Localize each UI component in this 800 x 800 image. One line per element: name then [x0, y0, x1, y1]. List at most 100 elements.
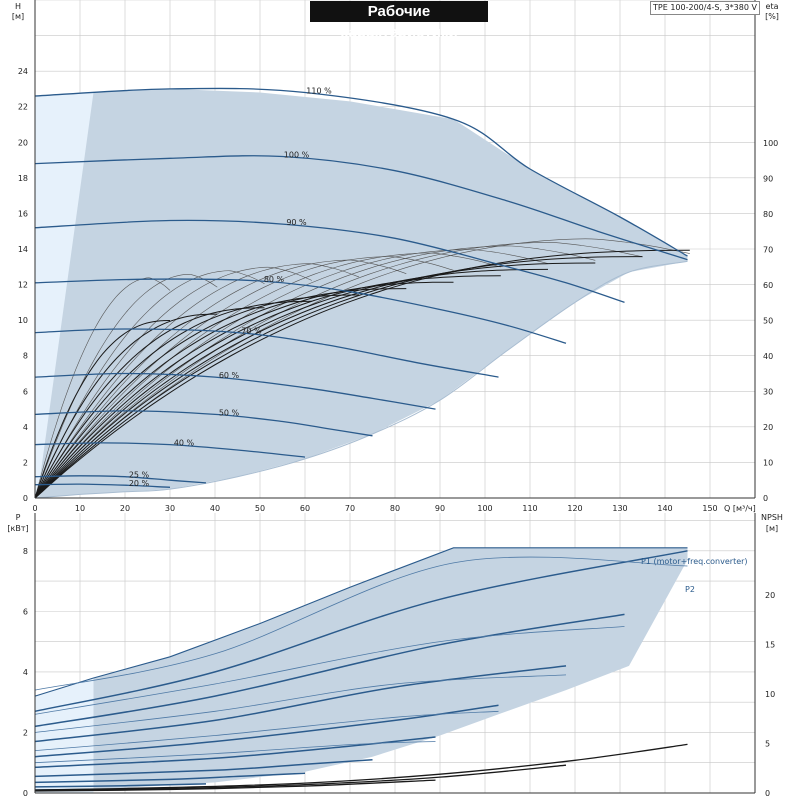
low-flow-area — [35, 92, 94, 498]
p1-curve — [34, 758, 373, 778]
p-tick-label: 2 — [23, 728, 28, 737]
eta-tick-label: 90 — [763, 175, 773, 184]
head-curve-label: 90 % — [286, 218, 307, 227]
head-curve-label: 40 % — [174, 439, 195, 448]
eta-tick-label: 10 — [763, 459, 773, 468]
y-tick-label: 20 — [18, 138, 28, 147]
x-tick-label: 30 — [165, 504, 175, 513]
head-lower-boundary — [34, 260, 688, 499]
top-left-axis-label-1: H — [15, 2, 21, 11]
head-curve — [34, 372, 436, 410]
p2-series-label: P2 — [685, 585, 695, 594]
p2-curve — [34, 556, 688, 691]
y-tick-label: 24 — [18, 67, 28, 76]
bottom-panel-power-curves — [34, 550, 688, 792]
p1-curve — [34, 736, 436, 769]
npsh-tick-label: 10 — [765, 690, 775, 699]
efficiency-curve — [34, 266, 312, 499]
power-upper-boundary — [34, 547, 688, 697]
y-tick-label: 10 — [18, 316, 28, 325]
npsh-curve — [34, 779, 436, 792]
eta-tick-label: 60 — [763, 281, 773, 290]
y-tick-label: 14 — [18, 245, 28, 254]
top-right-axis-label-2: [%] — [765, 12, 779, 21]
p2-curve — [34, 626, 625, 715]
y-tick-label: 12 — [18, 281, 28, 290]
top-panel-head-curves: 110 % 100 % 90 % 80 % 70 % 60 % 50 % 40 % 25 %20… — [34, 86, 688, 488]
head-curve — [34, 155, 688, 261]
y-tick-label: 16 — [18, 209, 28, 218]
x-tick-label: 40 — [210, 504, 220, 513]
eta-tick-label: 70 — [763, 246, 773, 255]
pump-model-label: TPE 100-200/4-S, 3*380 V — [650, 1, 760, 15]
head-curve-label: 25 % — [129, 471, 150, 480]
eta-tick-label: 20 — [763, 423, 773, 432]
p2-curve — [34, 674, 567, 733]
efficiency-curve — [34, 252, 501, 499]
bottom-right-axis-label-1: NPSH — [761, 513, 783, 522]
p1-curve — [34, 613, 625, 728]
y-tick-label: 18 — [18, 174, 28, 183]
p2-curve — [34, 741, 436, 764]
x-tick-label: 120 — [567, 504, 582, 513]
x-tick-label: 70 — [345, 504, 355, 513]
p-tick-label: 4 — [23, 668, 28, 677]
p1-series-label: P1 (motor+freq.converter) — [641, 557, 748, 566]
head-curve-label: 100 % — [284, 151, 310, 160]
x-tick-label: 60 — [300, 504, 310, 513]
bottom-left-axis-label-2: [кВт] — [7, 524, 28, 533]
head-curve-label: 20 % — [129, 479, 150, 488]
chart-title: Рабочие характеристики — [310, 1, 488, 41]
efficiency-curve — [34, 277, 171, 499]
head-curve — [34, 410, 373, 437]
y-tick-label: 2 — [23, 458, 28, 467]
y-tick-label: 8 — [23, 352, 28, 361]
y-tick-label: 4 — [23, 423, 28, 432]
x-tick-label: 90 — [435, 504, 445, 513]
head-curve-label: 50 % — [219, 408, 240, 417]
efficiency-curve — [34, 241, 643, 499]
npsh-tick-label: 0 — [765, 789, 770, 798]
eta-tick-label: 100 — [763, 139, 778, 148]
p1-curve — [34, 550, 688, 713]
p-tick-label: 0 — [23, 789, 28, 798]
top-right-axis-label-1: eta — [766, 2, 779, 11]
p1-curve — [34, 665, 567, 743]
head-curve — [34, 87, 688, 257]
eta-tick-label: 80 — [763, 210, 773, 219]
npsh-curve — [34, 764, 567, 792]
y-tick-label: 0 — [23, 494, 28, 503]
x-tick-label: 140 — [657, 504, 672, 513]
bottom-panel-axes: 0 2 4 6 8 0 5 10 15 20 — [23, 513, 775, 798]
x-tick-label: 130 — [612, 504, 627, 513]
x-tick-label: 150 — [702, 504, 717, 513]
head-curve-label: 80 % — [264, 275, 285, 284]
p2-curve — [34, 710, 499, 751]
efficiency-curve — [34, 259, 407, 499]
head-curve-label: 70 % — [241, 327, 262, 336]
bottom-left-axis-label-1: P — [16, 513, 21, 522]
head-curve — [34, 483, 171, 488]
eta-tick-label: 30 — [763, 388, 773, 397]
head-curve — [34, 219, 625, 304]
top-panel-efficiency-curves — [34, 238, 690, 499]
efficiency-curve — [34, 313, 218, 499]
npsh-tick-label: 5 — [765, 739, 770, 748]
eta-tick-label: 50 — [763, 317, 773, 326]
x-tick-label: 80 — [390, 504, 400, 513]
x-tick-label: 50 — [255, 504, 265, 513]
head-curve-label: 110 % — [306, 86, 332, 95]
p1-curve — [34, 704, 499, 758]
head-curve-label: 60 % — [219, 371, 240, 380]
top-panel-axes: 0246810121416182022240102030405060708090… — [18, 0, 778, 513]
x-tick-label: 20 — [120, 504, 130, 513]
eta-tick-label: 40 — [763, 352, 773, 361]
npsh-tick-label: 15 — [765, 640, 775, 649]
head-curve — [34, 278, 567, 344]
p-tick-label: 8 — [23, 547, 28, 556]
npsh-curve — [34, 743, 688, 791]
top-left-axis-label-2: [м] — [12, 12, 24, 21]
npsh-tick-label: 20 — [765, 591, 775, 600]
power-operating-area — [35, 547, 688, 793]
